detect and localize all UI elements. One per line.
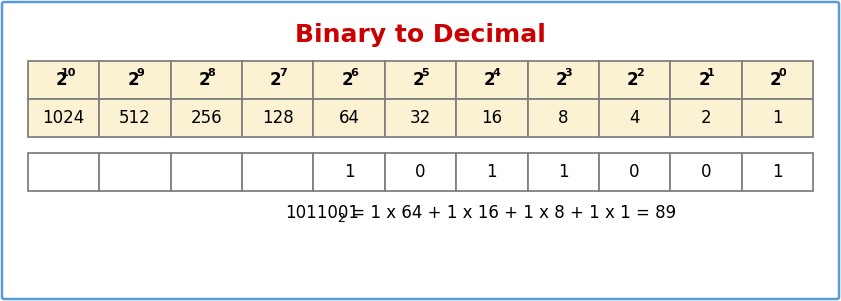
Text: 1: 1 xyxy=(772,109,783,127)
Bar xyxy=(314,99,385,137)
Bar xyxy=(670,153,742,191)
Text: 1: 1 xyxy=(558,163,569,181)
Text: 1: 1 xyxy=(344,163,354,181)
Text: 2: 2 xyxy=(413,71,425,89)
Bar xyxy=(599,153,670,191)
Text: 2: 2 xyxy=(627,71,638,89)
Bar xyxy=(742,61,813,99)
Bar xyxy=(527,153,599,191)
Text: 2: 2 xyxy=(484,71,495,89)
Bar xyxy=(99,99,171,137)
Text: 0: 0 xyxy=(629,163,640,181)
Bar xyxy=(456,61,527,99)
Bar xyxy=(314,61,385,99)
Bar xyxy=(99,153,171,191)
Bar xyxy=(28,99,99,137)
Bar xyxy=(171,61,242,99)
Text: 5: 5 xyxy=(421,68,429,78)
Text: 2: 2 xyxy=(341,71,353,89)
Text: 16: 16 xyxy=(481,109,502,127)
Text: 2: 2 xyxy=(56,71,67,89)
Bar xyxy=(28,61,99,99)
Text: 8: 8 xyxy=(558,109,569,127)
Bar xyxy=(742,99,813,137)
Text: 6: 6 xyxy=(350,68,358,78)
Text: 2: 2 xyxy=(636,68,643,78)
Text: 64: 64 xyxy=(339,109,360,127)
Text: 2: 2 xyxy=(698,71,710,89)
Text: 0: 0 xyxy=(701,163,711,181)
Text: 2: 2 xyxy=(270,71,282,89)
Text: 2: 2 xyxy=(198,71,210,89)
Bar xyxy=(599,61,670,99)
Bar xyxy=(242,99,314,137)
Bar xyxy=(527,61,599,99)
Bar xyxy=(314,153,385,191)
Text: 2: 2 xyxy=(770,71,781,89)
Text: 1: 1 xyxy=(772,163,783,181)
Text: 10: 10 xyxy=(61,68,77,78)
Text: 1: 1 xyxy=(487,163,497,181)
Bar xyxy=(171,99,242,137)
Bar xyxy=(670,61,742,99)
Text: 0: 0 xyxy=(415,163,426,181)
Bar xyxy=(385,99,456,137)
Text: 1024: 1024 xyxy=(43,109,85,127)
Text: Binary to Decimal: Binary to Decimal xyxy=(294,23,546,47)
Text: 9: 9 xyxy=(136,68,144,78)
Text: 4: 4 xyxy=(629,109,640,127)
Text: 0: 0 xyxy=(779,68,786,78)
Text: 7: 7 xyxy=(279,68,287,78)
Bar xyxy=(456,153,527,191)
Text: 1: 1 xyxy=(707,68,715,78)
Text: = 1 x 64 + 1 x 16 + 1 x 8 + 1 x 1 = 89: = 1 x 64 + 1 x 16 + 1 x 8 + 1 x 1 = 89 xyxy=(346,204,676,222)
Text: 8: 8 xyxy=(208,68,215,78)
Text: 128: 128 xyxy=(262,109,294,127)
Text: 256: 256 xyxy=(191,109,222,127)
Text: 32: 32 xyxy=(410,109,431,127)
Bar xyxy=(385,61,456,99)
Text: 2: 2 xyxy=(555,71,567,89)
Text: 1011001: 1011001 xyxy=(285,204,359,222)
Bar xyxy=(242,61,314,99)
Text: 4: 4 xyxy=(493,68,500,78)
Bar xyxy=(99,61,171,99)
Bar xyxy=(527,99,599,137)
Bar xyxy=(599,99,670,137)
Text: 512: 512 xyxy=(119,109,151,127)
Text: 2: 2 xyxy=(127,71,139,89)
Text: 2: 2 xyxy=(701,109,711,127)
Bar xyxy=(742,153,813,191)
Bar xyxy=(670,99,742,137)
Bar xyxy=(28,153,99,191)
Bar xyxy=(456,99,527,137)
Bar xyxy=(385,153,456,191)
Bar xyxy=(242,153,314,191)
Text: 3: 3 xyxy=(564,68,572,78)
Bar xyxy=(171,153,242,191)
Text: 2: 2 xyxy=(337,212,345,225)
